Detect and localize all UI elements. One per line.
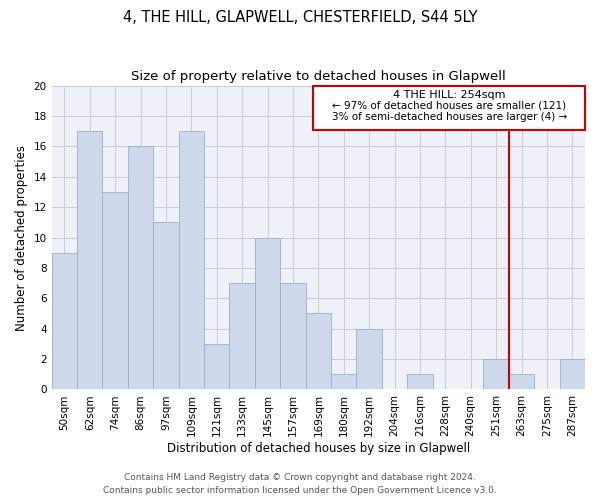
Bar	[484, 359, 509, 390]
Bar	[356, 328, 382, 390]
Bar	[179, 131, 204, 390]
Y-axis label: Number of detached properties: Number of detached properties	[15, 144, 28, 330]
Text: Contains HM Land Registry data © Crown copyright and database right 2024.
Contai: Contains HM Land Registry data © Crown c…	[103, 474, 497, 495]
Text: ← 97% of detached houses are smaller (121): ← 97% of detached houses are smaller (12…	[332, 101, 566, 111]
Bar	[305, 314, 331, 390]
Text: 3% of semi-detached houses are larger (4) →: 3% of semi-detached houses are larger (4…	[332, 112, 567, 122]
Bar	[229, 283, 255, 390]
X-axis label: Distribution of detached houses by size in Glapwell: Distribution of detached houses by size …	[167, 442, 470, 455]
Bar	[153, 222, 179, 390]
Bar	[255, 238, 280, 390]
FancyBboxPatch shape	[313, 86, 585, 130]
Text: 4 THE HILL: 254sqm: 4 THE HILL: 254sqm	[393, 90, 505, 100]
Bar	[560, 359, 585, 390]
Bar	[280, 283, 305, 390]
Bar	[52, 252, 77, 390]
Bar	[509, 374, 534, 390]
Text: 4, THE HILL, GLAPWELL, CHESTERFIELD, S44 5LY: 4, THE HILL, GLAPWELL, CHESTERFIELD, S44…	[123, 10, 477, 25]
Bar	[331, 374, 356, 390]
Bar	[204, 344, 229, 390]
Title: Size of property relative to detached houses in Glapwell: Size of property relative to detached ho…	[131, 70, 506, 83]
Bar	[103, 192, 128, 390]
Bar	[407, 374, 433, 390]
Bar	[128, 146, 153, 390]
Bar	[77, 131, 103, 390]
